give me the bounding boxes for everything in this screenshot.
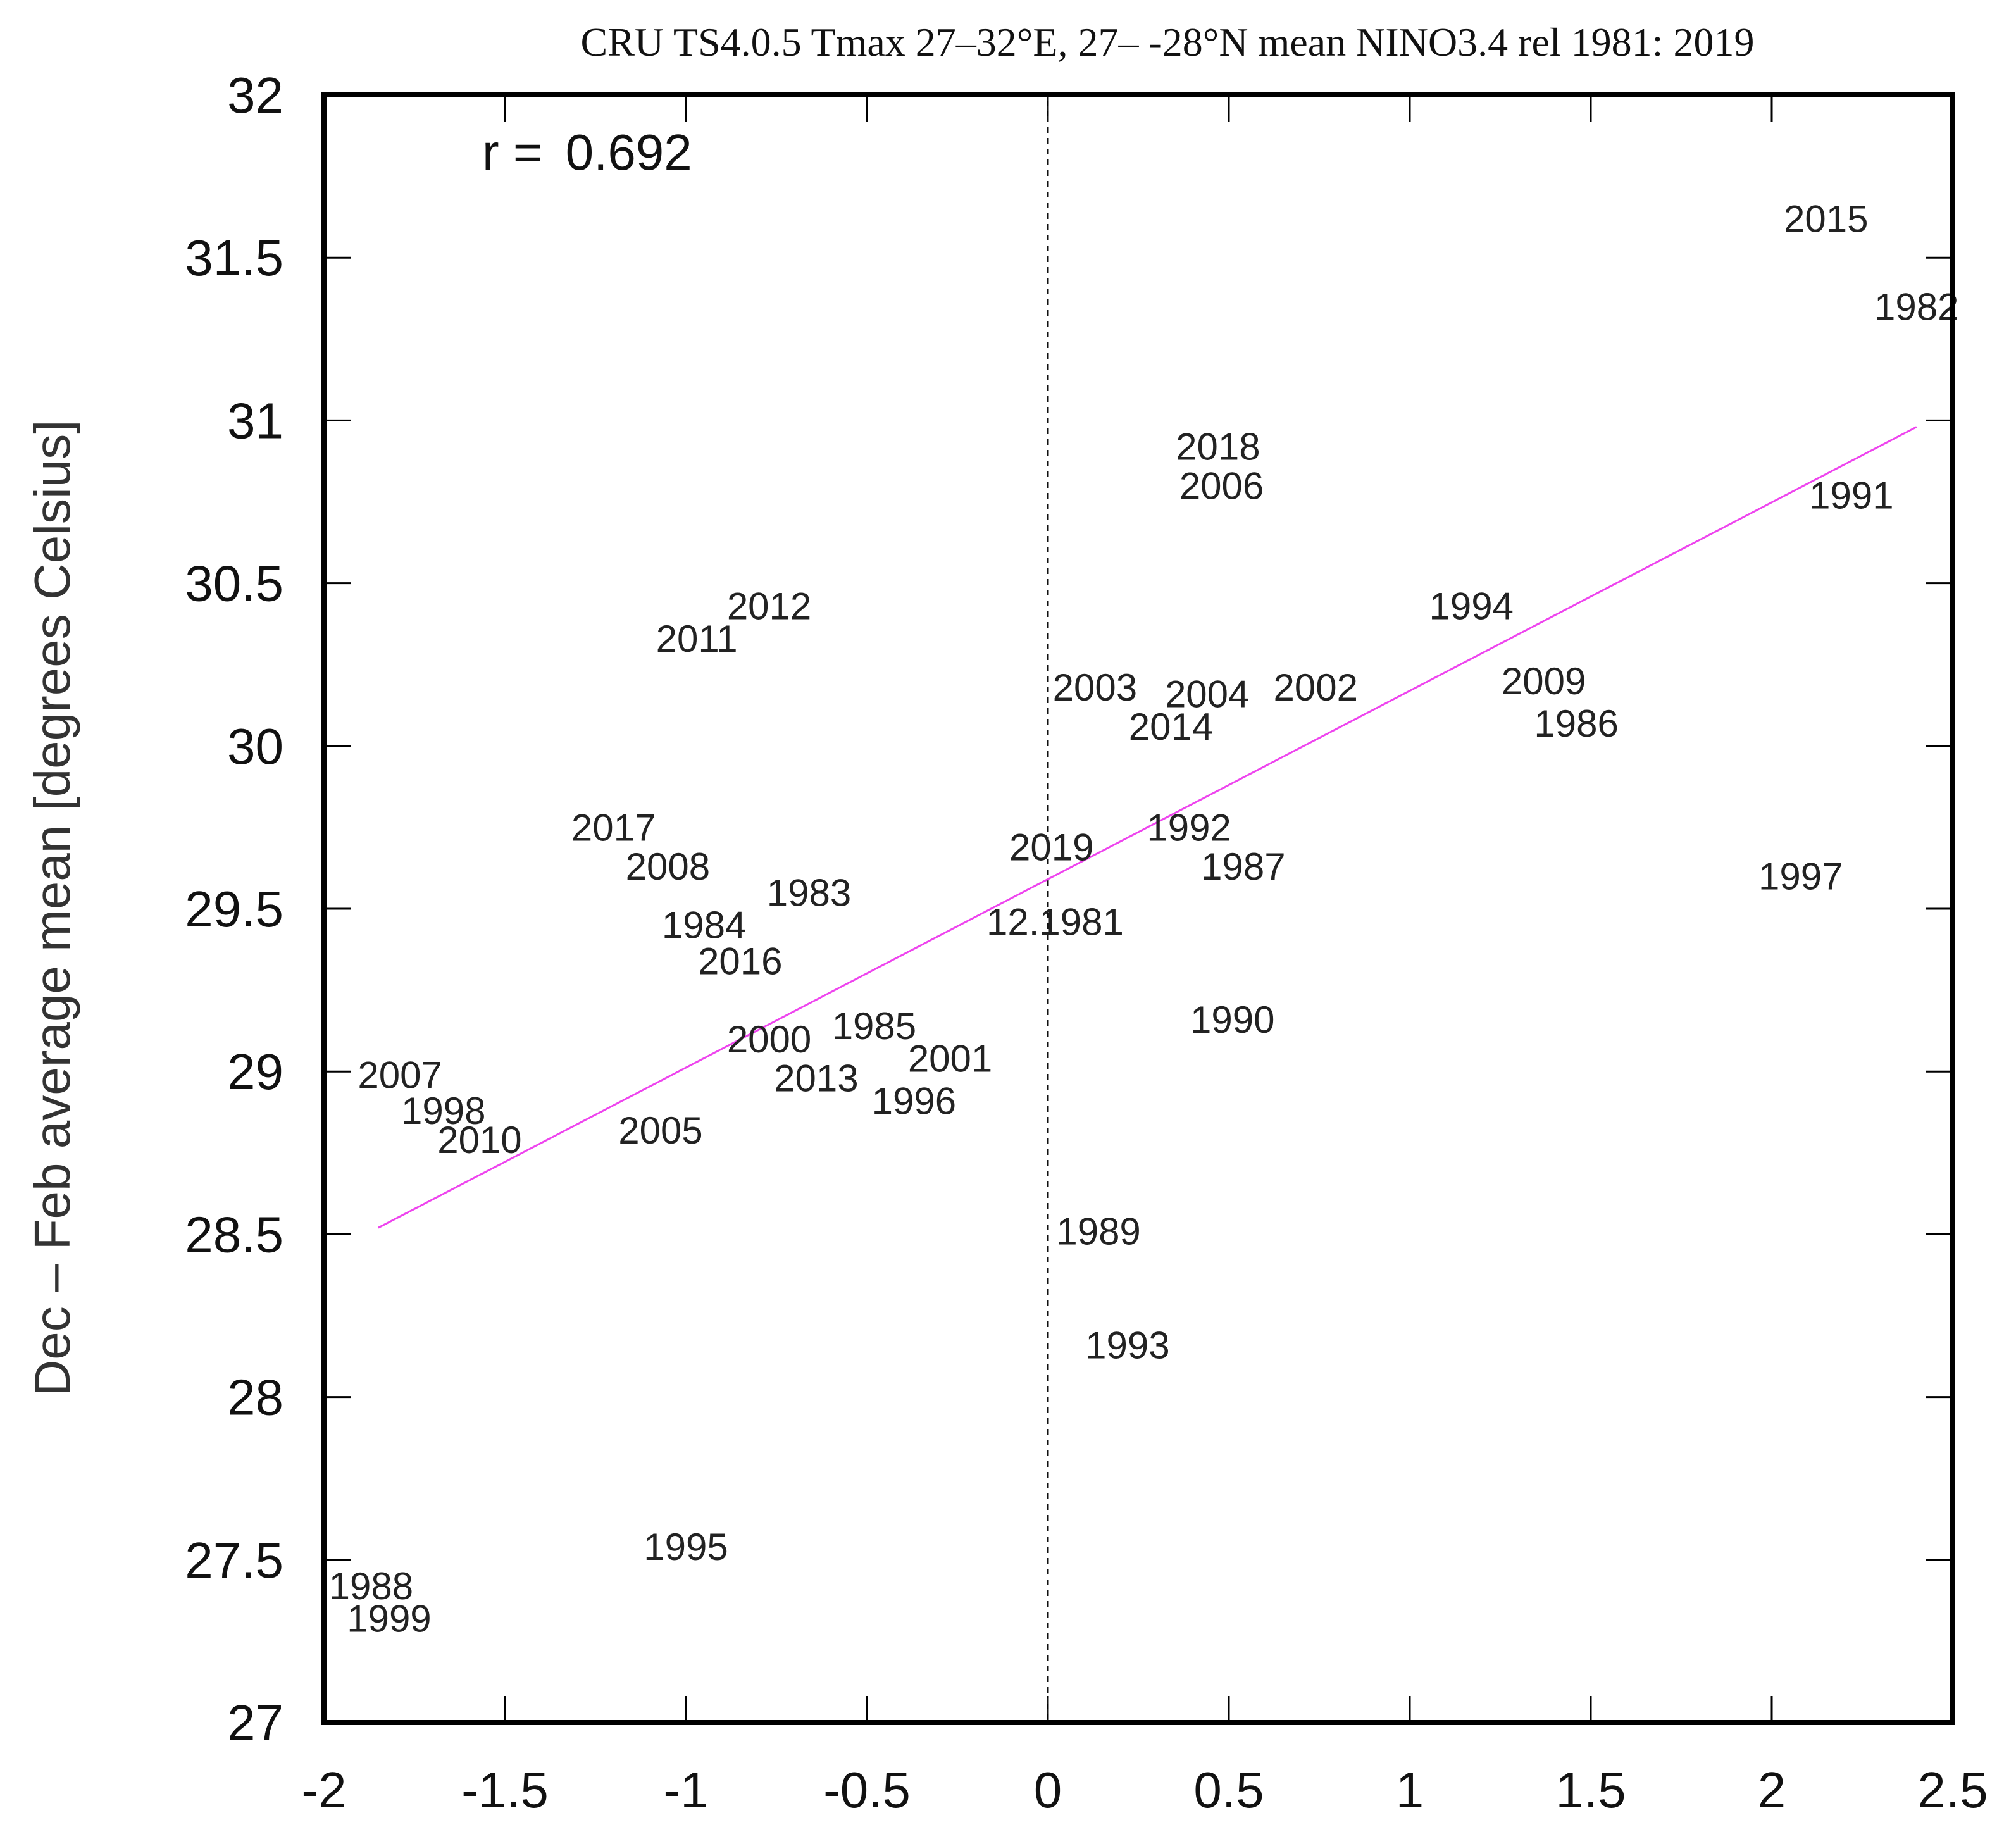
year-point-label: 1986 [1534,702,1618,745]
regression-line [378,426,1917,1229]
year-point-label: 1990 [1190,999,1274,1041]
y-tick-label: 28 [227,1369,283,1426]
chart-title: CRU TS4.0.5 Tmax 27–32°E, 27– -28°N mean… [581,20,1755,65]
year-point-label: 2013 [774,1057,858,1099]
year-point-label: 2002 [1274,666,1358,709]
correlation-label: r = 0.692 [482,124,692,180]
year-point-label: 1983 [767,871,851,914]
year-point-label: 1999 [347,1597,431,1640]
y-tick-label: 29 [227,1044,283,1100]
y-tick-label: 27 [227,1695,283,1751]
y-tick-label: 32 [227,67,283,123]
plot-frame [321,92,1955,1725]
correlation-value: 0.692 [566,124,692,180]
year-point-label: 1995 [644,1526,728,1568]
year-point-label: 1985 [832,1005,916,1047]
y-tick-label: 27.5 [185,1532,283,1588]
year-point-label: 1982 [1874,285,1958,328]
year-point-label: 2010 [437,1119,521,1161]
year-point-label: 2015 [1784,197,1868,240]
x-tick-label: 2 [1758,1762,1786,1818]
x-tick-label: 2.5 [1917,1762,1988,1818]
y-tick-label: 31.5 [185,230,283,286]
year-point-label: 2019 [1009,826,1093,868]
x-tick-label: 0 [1034,1762,1062,1818]
x-tick-label: 1.5 [1555,1762,1626,1818]
x-tick-label: -2 [301,1762,346,1818]
x-tick-label: 1 [1396,1762,1424,1818]
y-tick-label: 31 [227,392,283,449]
year-point-label: 1992 [1147,806,1231,849]
year-point-label: 2004 [1165,673,1249,715]
x-tick-label: 0.5 [1193,1762,1264,1818]
year-point-label: 1994 [1429,585,1513,628]
y-tick-label: 29.5 [185,881,283,937]
year-point-label: 2001 [908,1038,992,1080]
year-point-label: 1984 [662,904,746,947]
year-point-label: 2012 [727,585,811,628]
year-point-label: 2006 [1179,464,1264,507]
year-point-label: 2009 [1502,660,1586,702]
year-point-label: 2003 [1053,666,1137,709]
year-point-label: 2008 [626,845,710,888]
year-point-label: 1993 [1085,1324,1169,1366]
year-point-label: 2016 [698,940,782,982]
y-tick-label: 30.5 [185,556,283,612]
year-point-label: 1989 [1056,1210,1140,1252]
x-tick-label: -1.5 [461,1762,549,1818]
year-point-label: 2000 [727,1018,811,1061]
y-tick-label: 30 [227,718,283,775]
year-point-label: 1998 [401,1090,485,1132]
correlation-prefix: r = [482,124,543,180]
year-point-label: 2018 [1176,426,1260,468]
year-point-label: 2005 [618,1109,702,1152]
y-tick-labels: 27 27.5 28 28.5 29 29.5 30 30.5 31 31.5 32 [185,67,283,1751]
x-tick-labels: -2 -1.5 -1 -0.5 0 0.5 1 1.5 2 2.5 [301,1762,1988,1818]
year-point-label: 2011 [656,618,738,660]
year-point-label: 1997 [1758,856,1843,898]
year-point-label: 2007 [358,1054,442,1096]
year-point-label: 12.1981 [986,901,1124,944]
year-point-label: 1988 [329,1565,413,1607]
y-axis-label: Dec – Feb average mean [degrees Celsius] [24,420,80,1396]
year-point-label: 2014 [1129,706,1213,748]
year-point-label: 2017 [571,806,656,849]
x-tick-label: -0.5 [823,1762,911,1818]
year-point-label: 1996 [872,1080,956,1122]
year-point-label: 1991 [1809,475,1893,517]
x-tick-label: -1 [663,1762,708,1818]
year-point-label: 1987 [1201,845,1285,888]
y-tick-label: 28.5 [185,1206,283,1262]
